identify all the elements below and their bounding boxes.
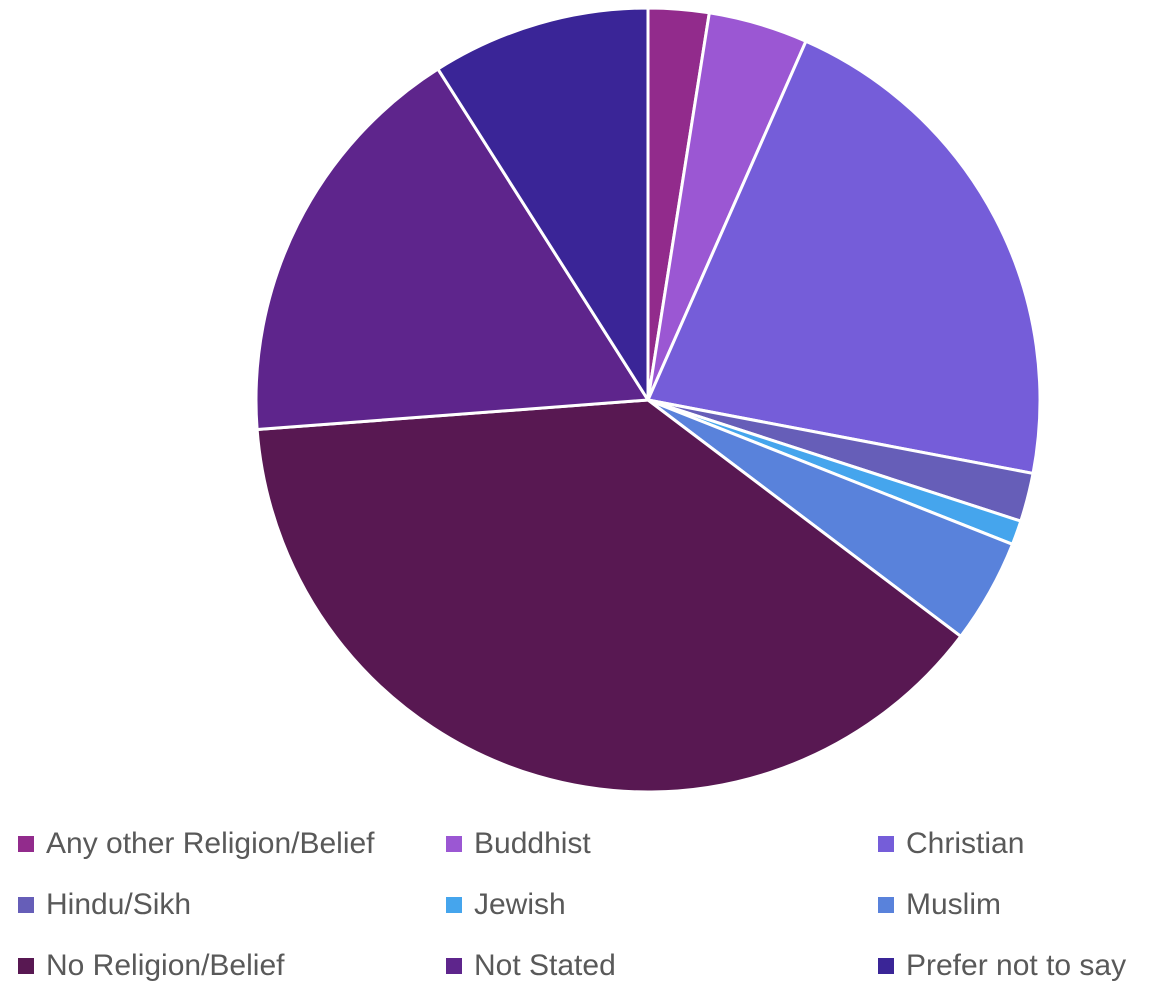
legend-swatch-4 <box>446 897 462 913</box>
legend-label-0: Any other Religion/Belief <box>46 827 375 860</box>
pie-chart-svg <box>254 6 1042 794</box>
legend-item-2: Christian <box>878 826 1024 862</box>
legend-item-0: Any other Religion/Belief <box>18 826 375 862</box>
legend-item-7: Not Stated <box>446 948 616 984</box>
legend-item-5: Muslim <box>878 887 1001 923</box>
legend-label-4: Jewish <box>474 888 566 921</box>
legend-swatch-3 <box>18 897 34 913</box>
chart-legend: Any other Religion/Belief Buddhist Christi… <box>0 826 1172 996</box>
legend-label-3: Hindu/Sikh <box>46 888 192 921</box>
pie-chart <box>254 6 1042 794</box>
legend-swatch-6 <box>18 958 34 974</box>
legend-label-1: Buddhist <box>474 827 591 860</box>
legend-label-7: Not Stated <box>474 949 616 982</box>
legend-item-1: Buddhist <box>446 826 591 862</box>
legend-swatch-1 <box>446 836 462 852</box>
legend-swatch-2 <box>878 836 894 852</box>
legend-label-2: Christian <box>906 827 1025 860</box>
legend-label-8: Prefer not to say <box>906 949 1127 982</box>
pie-slice-6 <box>255 398 963 794</box>
legend-label-5: Muslim <box>906 888 1001 921</box>
legend-item-3: Hindu/Sikh <box>18 887 191 923</box>
legend-label-6: No Religion/Belief <box>46 949 285 982</box>
legend-swatch-0 <box>18 836 34 852</box>
legend-swatch-7 <box>446 958 462 974</box>
pie-slice-7 <box>254 67 650 432</box>
legend-item-8: Prefer not to say <box>878 948 1126 984</box>
legend-item-4: Jewish <box>446 887 566 923</box>
pie-slice-8 <box>436 6 650 402</box>
legend-swatch-8 <box>878 958 894 974</box>
pie-slice-2 <box>646 39 1042 475</box>
legend-item-6: No Religion/Belief <box>18 948 284 984</box>
legend-swatch-5 <box>878 897 894 913</box>
